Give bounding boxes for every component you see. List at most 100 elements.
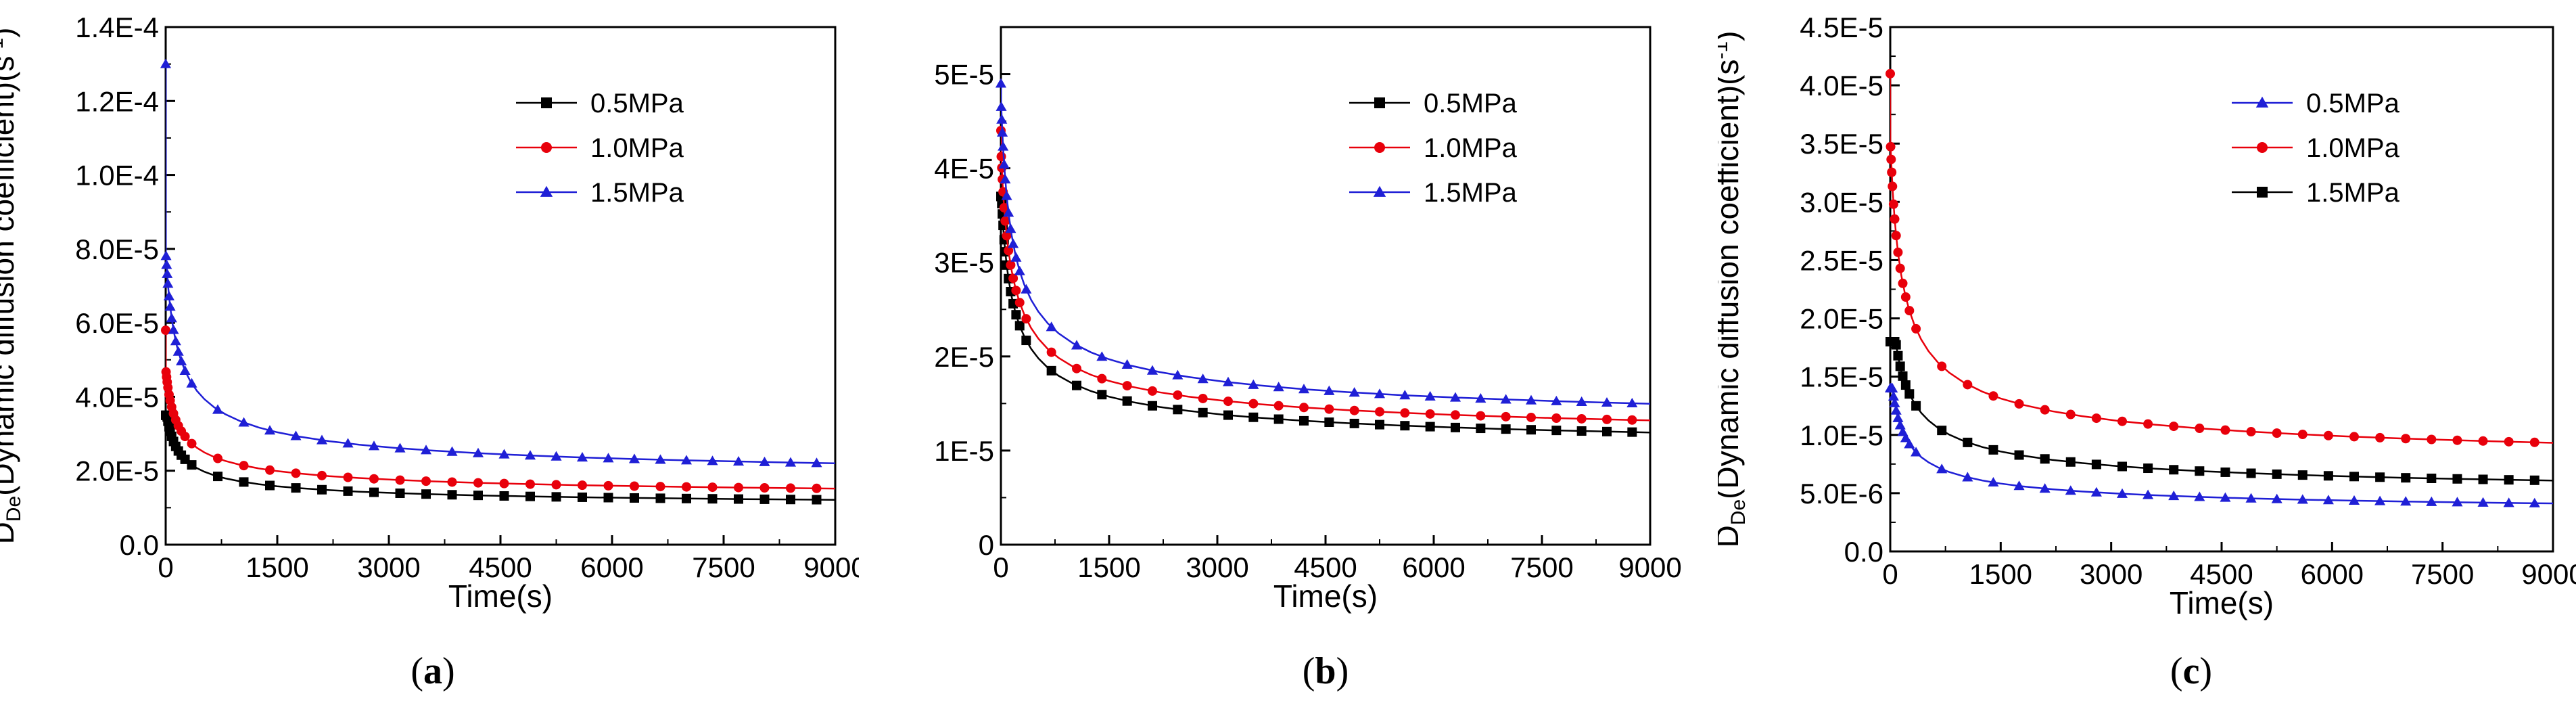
chart-panel-c: 0 1500 3000 4500 6000 7500 9000 0.0 5.0E-6 1.0E-5… [1718, 0, 2576, 726]
series-point-b-0 [1627, 427, 1637, 437]
series-point-a-0 [682, 493, 691, 503]
series-point-b-2 [1121, 359, 1133, 369]
series-point-c-2 [2220, 467, 2230, 477]
series-point-c-2 [2091, 459, 2101, 470]
series-point-b-1 [1576, 413, 1587, 424]
series-point-b-0 [1122, 396, 1132, 406]
series-point-a-2 [163, 290, 174, 300]
series-point-a-1 [812, 483, 822, 493]
y-tick-label-a: 1.4E-4 [75, 12, 159, 43]
series-point-b-2 [997, 127, 1008, 137]
series-point-b-1 [1551, 413, 1562, 423]
series-point-b-1 [1273, 401, 1284, 411]
series-point-b-2 [1399, 390, 1411, 400]
series-point-c-0 [1900, 432, 1911, 443]
x-axis-title-b: Time(s) [1273, 578, 1378, 614]
series-point-a-2 [160, 58, 172, 68]
figure-caption-b: (b) [1303, 650, 1349, 692]
series-point-b-2 [1014, 265, 1025, 275]
y-tick-label-c: 2.0E-5 [1800, 303, 1883, 335]
series-point-c-2 [2478, 474, 2488, 484]
legend-label-c-0: 0.5MPa [2306, 89, 2400, 118]
legend-marker-b-2 [1373, 185, 1386, 197]
series-point-b-0 [1602, 426, 1612, 436]
series-point-a-0 [812, 495, 822, 505]
series-point-c-2 [2014, 450, 2024, 460]
series-point-c-1 [1890, 214, 1900, 224]
series-point-a-0 [369, 487, 379, 497]
series-point-b-0 [1375, 419, 1384, 430]
series-point-b-2 [1003, 207, 1014, 217]
series-point-c-2 [1900, 380, 1911, 390]
series-point-c-2 [2452, 474, 2462, 484]
series-point-b-0 [1072, 380, 1081, 390]
legend-label-c-2: 1.5MPa [2306, 178, 2400, 208]
y-tick-label-b: 1E-5 [934, 435, 994, 467]
series-point-a-2 [342, 438, 354, 448]
plot-frame-b [1000, 26, 1652, 546]
series-point-c-1 [1911, 323, 1921, 334]
series-point-b-2 [1000, 174, 1011, 184]
x-tick-label-c: 9000 [2521, 558, 2576, 590]
series-point-a-1 [265, 465, 275, 475]
y-tick-label-c: 1.0E-5 [1800, 419, 1883, 451]
x-axis-title-c: Time(s) [2170, 585, 2274, 620]
series-point-b-1 [1425, 409, 1435, 419]
series-point-c-1 [2169, 422, 2179, 432]
series-point-c-2 [2195, 466, 2205, 476]
series-line-c-1 [1890, 73, 2553, 444]
series-point-b-2 [1273, 382, 1284, 392]
series-point-b-1 [1004, 246, 1014, 256]
series-point-b-2 [996, 114, 1008, 124]
series-point-c-1 [1895, 263, 1905, 273]
series-point-c-1 [1886, 154, 1896, 164]
series-point-a-2 [628, 453, 640, 463]
series-point-a-1 [447, 477, 457, 487]
series-point-c-2 [2065, 457, 2076, 467]
series-point-b-0 [1198, 407, 1208, 417]
series-point-a-2 [394, 443, 406, 453]
series-point-c-1 [2529, 437, 2539, 447]
series-point-b-2 [1071, 340, 1083, 350]
series-point-c-0 [1988, 476, 1999, 487]
legend-label-b-0: 0.5MPa [1424, 89, 1518, 118]
series-point-a-0 [317, 484, 327, 495]
series-point-b-1 [1021, 314, 1031, 324]
series-point-c-0 [1890, 405, 1902, 415]
series-point-b-2 [1096, 351, 1108, 361]
series-point-b-0 [1324, 417, 1334, 428]
series-point-a-0 [578, 492, 587, 502]
legend-marker-c-1 [2257, 142, 2268, 153]
series-point-b-1 [1011, 286, 1021, 296]
series-point-a-1 [317, 470, 327, 480]
series-point-c-0 [2116, 488, 2128, 498]
series-point-b-1 [1501, 411, 1511, 422]
series-point-c-2 [2349, 472, 2359, 482]
series-point-c-2 [1911, 401, 1921, 411]
series-point-b-2 [1349, 387, 1360, 397]
series-point-a-2 [164, 301, 176, 311]
series-point-b-2 [1021, 283, 1032, 294]
series-point-a-2 [759, 456, 770, 466]
series-point-c-0 [2090, 486, 2102, 497]
series-point-c-0 [2374, 495, 2386, 505]
series-point-a-0 [265, 480, 275, 491]
series-point-a-2 [162, 278, 174, 288]
series-point-a-2 [264, 425, 276, 435]
series-point-c-0 [1936, 463, 1948, 474]
series-point-a-1 [707, 482, 718, 493]
x-tick-label-b: 4500 [1294, 551, 1357, 583]
chart-c-svg: 0 1500 3000 4500 6000 7500 9000 0.0 5.0E-6 1.0E-5… [1718, 12, 2576, 692]
series-point-c-0 [2452, 497, 2463, 507]
series-point-c-2 [2246, 468, 2256, 478]
series-point-c-2 [2401, 473, 2411, 483]
series-point-a-0 [499, 491, 509, 501]
series-point-c-0 [1911, 447, 1922, 457]
series-point-a-1 [499, 478, 509, 489]
series-point-b-1 [1602, 414, 1612, 424]
legend-label-a-2: 1.5MPa [590, 178, 684, 208]
series-point-a-2 [166, 313, 177, 323]
series-point-a-2 [524, 450, 536, 460]
x-tick-label-a: 4500 [469, 551, 532, 583]
series-point-b-2 [1500, 394, 1512, 404]
